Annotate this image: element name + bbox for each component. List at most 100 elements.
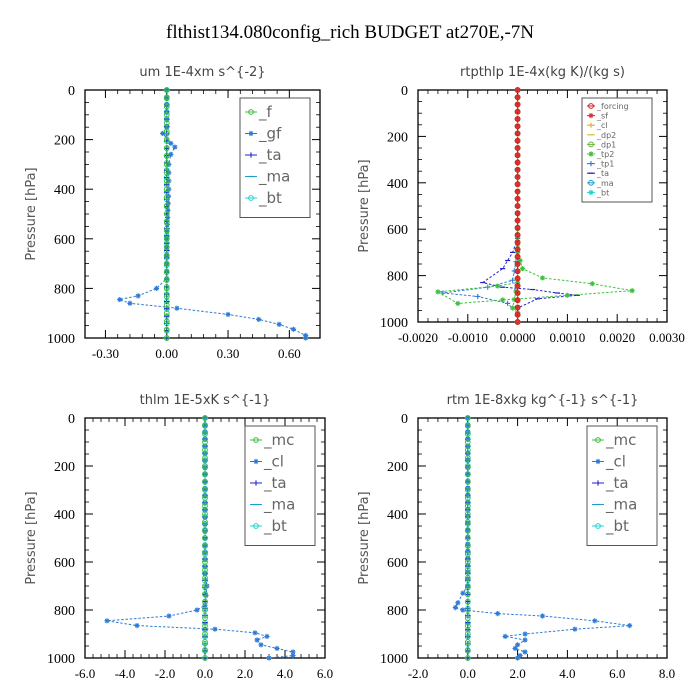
- data-point-s1-p12: [258, 642, 264, 648]
- y-tick-label: 200: [54, 134, 75, 149]
- data-point-s1-p7: [539, 613, 546, 619]
- series-line-gf: [117, 90, 307, 338]
- x-tick-label: 6.0: [317, 666, 333, 681]
- y-tick-label: 200: [54, 460, 75, 475]
- data-point-s1-p1-4: [515, 232, 521, 238]
- data-point-s0-p1: [514, 203, 521, 209]
- data-point-s0-p0-1: [514, 94, 521, 101]
- x-tick-label: 4.0: [277, 666, 293, 681]
- y-tick-label: 400: [54, 508, 75, 523]
- data-point-s1-p0-11: [465, 492, 471, 498]
- x-tick-label: 4.0: [559, 666, 575, 681]
- legend-label: _mc: [605, 431, 636, 450]
- data-point-s0-p0-5: [464, 455, 471, 461]
- data-point-s1-p8: [164, 236, 170, 242]
- x-tick-label: 6.0: [609, 666, 625, 681]
- data-point-s0-p3-1: [163, 169, 170, 176]
- y-tick-label: 600: [54, 233, 75, 248]
- data-point-sleg4-p0: [588, 141, 594, 148]
- legend-label: _f: [258, 103, 273, 122]
- x-tick-label: -2.0: [155, 666, 176, 681]
- data-point-s0-p8-2: [163, 302, 170, 308]
- data-point-s1-p16: [266, 655, 272, 661]
- data-point-s1-p7-4: [165, 214, 171, 221]
- data-point-s1-p0-7: [515, 138, 521, 144]
- data-point-s1-p0-9: [202, 479, 208, 485]
- data-point-s0-p1-2: [464, 479, 471, 485]
- data-point-sleg0-p0: [595, 437, 601, 443]
- x-tick-label: 0.0020: [599, 330, 635, 345]
- data-point-sleg1-p0: [595, 458, 601, 465]
- data-point-s1-p5: [460, 607, 466, 613]
- data-point-s0-p0-4: [464, 447, 471, 453]
- data-point-sleg0-p0: [588, 103, 594, 109]
- x-tick-label: 0.60: [278, 346, 301, 361]
- data-point-s0-p2: [202, 511, 208, 517]
- data-point-s0-p0-2: [163, 103, 170, 110]
- legend: _forcing_sf_cl_dp2_dp1_tp2_tp1_ta_ma_bt: [581, 97, 653, 203]
- data-point-s0-p2-4: [464, 543, 471, 549]
- data-point-s0-p1-4: [464, 495, 471, 501]
- chart-panel-1: um 1E-4xm s^{-2} Pressure [hPa] 0 200 400 600…: [24, 65, 321, 361]
- data-point-s0-p10: [163, 335, 170, 341]
- data-point-s0-p3: [202, 559, 208, 565]
- legend-label: _ma: [258, 168, 290, 187]
- data-point-s0-p9-1: [163, 318, 170, 325]
- data-point-s0-p4-1: [464, 615, 471, 621]
- data-point-s0-p1-2: [202, 479, 208, 485]
- data-point-s0-p4-2: [202, 623, 208, 629]
- y-tick-label: 800: [54, 604, 75, 619]
- data-point-s0-p1-3: [514, 224, 521, 231]
- data-point-s1-p21: [303, 335, 309, 341]
- data-point-s0-p0-5: [514, 123, 521, 130]
- data-point-s1-p9: [252, 630, 258, 636]
- data-point-s0-p1-3: [202, 487, 208, 493]
- data-point-s1-p0-19: [465, 548, 471, 554]
- data-point-s0-p0-9: [514, 152, 521, 159]
- x-tick-label: 0.0: [197, 666, 213, 681]
- data-point-s0-p9: [163, 310, 170, 317]
- data-point-s0-p4-1: [163, 194, 170, 201]
- data-point-s1-p0-18: [202, 543, 208, 549]
- data-point-s1-p19: [290, 326, 297, 332]
- data-point-s1-p17: [517, 653, 523, 659]
- data-point-s1-p11: [153, 285, 160, 291]
- chart-panel-4: rtm 1E-8xkg kg^{-1} s^{-1} Pressure [hPa]…: [357, 393, 675, 681]
- legend-label: _sf: [596, 112, 608, 121]
- x-tick-label: -0.0010: [448, 330, 488, 345]
- data-point-s1-p0-12: [202, 500, 208, 506]
- data-point-sleg1-p0: [248, 130, 254, 137]
- y-tick-label: 0: [68, 84, 75, 99]
- data-point-s0-p1: [163, 111, 170, 118]
- data-point-s1-p2: [515, 319, 521, 325]
- data-point-s0-p1-14: [514, 304, 521, 311]
- x-tick-label: 2.0: [237, 666, 253, 681]
- series-markers-ta: [480, 237, 580, 323]
- data-point-s1-p0-3: [465, 436, 471, 442]
- data-point-s0-p4-4: [202, 639, 208, 645]
- data-point-s0-p0-3: [202, 439, 208, 445]
- data-point-s5-p8: [455, 300, 461, 307]
- data-point-s1-p7: [134, 623, 140, 629]
- legend-label: _cl: [605, 453, 626, 472]
- data-point-s0-p2-2: [464, 527, 471, 533]
- data-point-s0-p4-2: [464, 623, 471, 629]
- data-point-s1-p7-3: [165, 207, 171, 214]
- legend: _f _gf _ta _ma _bt: [239, 97, 311, 218]
- data-point-s1-p0-1: [515, 94, 521, 100]
- data-point-s0-p1-13: [514, 297, 521, 304]
- data-point-s0-p4-4: [464, 639, 471, 645]
- data-point-s1-p16: [522, 649, 528, 655]
- data-point-s1-p18: [515, 655, 521, 661]
- data-point-s0-p1-1: [202, 471, 208, 477]
- data-point-s0-p2-4: [202, 543, 208, 549]
- data-point-s5-p2: [519, 266, 526, 272]
- chart-panel-3: thlm 1E-5xK s^{-1} Pressure [hPa] 0 200 400 6…: [24, 393, 333, 681]
- x-tick-label: 2.0: [509, 666, 525, 681]
- data-point-s1-p8: [212, 626, 218, 632]
- data-point-s1-p1: [515, 203, 521, 209]
- data-point-s0-p3-4: [464, 591, 471, 597]
- data-point-s1-p0-14: [515, 188, 521, 195]
- data-point-s0-p4: [163, 186, 170, 193]
